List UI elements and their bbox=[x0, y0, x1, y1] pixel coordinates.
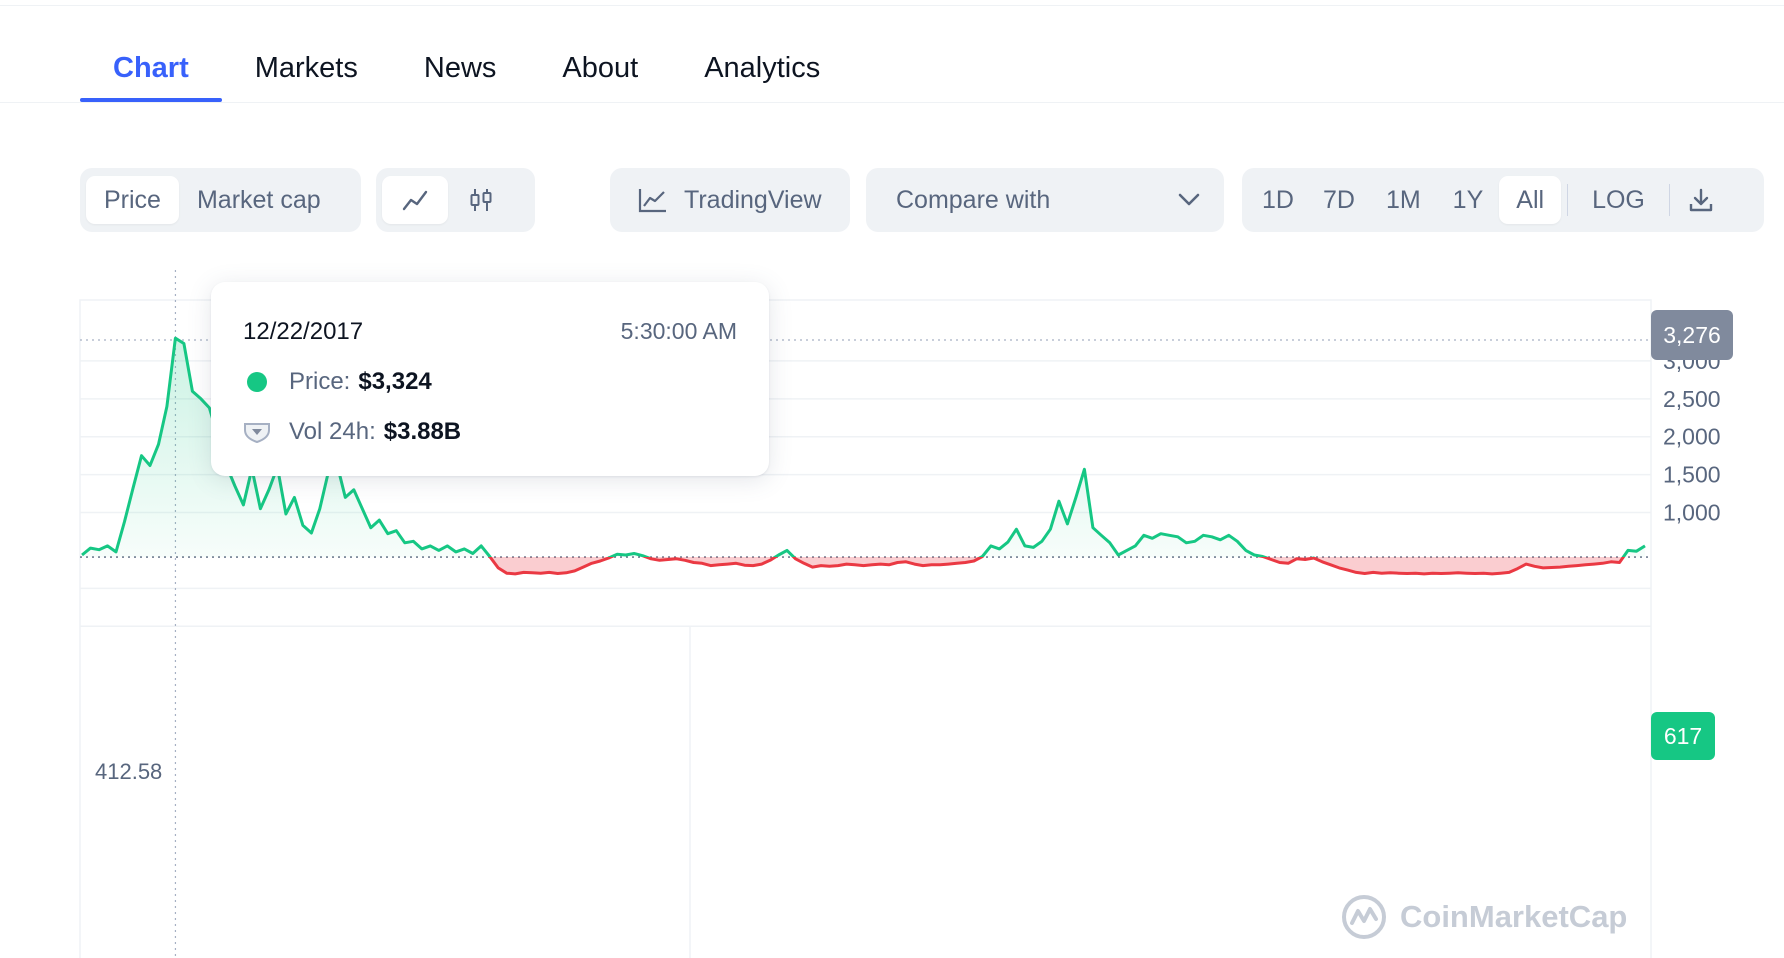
price-line-below bbox=[488, 557, 1626, 576]
compare-with-select[interactable]: Compare with bbox=[866, 168, 1224, 232]
compare-with-label: Compare with bbox=[896, 185, 1051, 214]
y-tick-label: 2,500 bbox=[1663, 386, 1721, 412]
range-1m-button[interactable]: 1M bbox=[1385, 185, 1421, 214]
tab-chart[interactable]: Chart bbox=[80, 48, 222, 102]
tabs-divider bbox=[0, 102, 1784, 103]
range-1y-button[interactable]: 1Y bbox=[1452, 185, 1484, 214]
log-scale-button[interactable]: LOG bbox=[1592, 185, 1645, 214]
range-selector: 1D 7D 1M 1Y All LOG bbox=[1242, 168, 1764, 232]
top-divider bbox=[0, 0, 1784, 6]
tradingview-chart-icon bbox=[638, 189, 666, 213]
range-1d-button[interactable]: 1D bbox=[1262, 185, 1294, 214]
tab-analytics[interactable]: Analytics bbox=[704, 52, 821, 84]
price-toggle-button[interactable]: Price bbox=[86, 176, 179, 224]
range-divider bbox=[1567, 184, 1569, 216]
volume-icon bbox=[244, 423, 270, 444]
tooltip-price-label: Price: bbox=[289, 368, 351, 395]
current-price-badge: 617 bbox=[1651, 712, 1715, 760]
tab-news[interactable]: News bbox=[423, 52, 497, 84]
tooltip-volume-label: Vol 24h: bbox=[289, 418, 376, 445]
price-area-below bbox=[490, 557, 1624, 574]
range-all-button[interactable]: All bbox=[1499, 176, 1562, 224]
y-tick-label: 1,000 bbox=[1663, 500, 1721, 526]
metric-toggle: Price Market cap bbox=[80, 168, 361, 232]
tooltip-price-value: $3,324 bbox=[358, 368, 432, 395]
price-line-above bbox=[81, 336, 1646, 558]
market-cap-toggle-button[interactable]: Market cap bbox=[196, 185, 321, 214]
tooltip-time: 5:30:00 AM bbox=[620, 318, 737, 344]
high-price-badge: 3,276 bbox=[1651, 310, 1733, 360]
watermark-text: CoinMarketCap bbox=[1400, 899, 1628, 934]
tooltip-volume-value: $3.88B bbox=[383, 418, 462, 445]
y-tick-label: 2,000 bbox=[1663, 424, 1721, 450]
chart-style-toggle bbox=[376, 168, 535, 232]
download-button[interactable] bbox=[1676, 176, 1726, 224]
tab-about[interactable]: About bbox=[562, 52, 639, 84]
y-tick-label: 1,500 bbox=[1663, 462, 1721, 488]
coinmarketcap-watermark: CoinMarketCap bbox=[1340, 893, 1627, 941]
line-chart-button[interactable] bbox=[382, 176, 448, 224]
coinmarketcap-logo-icon bbox=[1342, 895, 1386, 939]
tradingview-button[interactable]: TradingView bbox=[610, 168, 850, 232]
candlestick-button[interactable] bbox=[448, 176, 514, 224]
price-area-above bbox=[82, 338, 1645, 558]
range-7d-button[interactable]: 7D bbox=[1322, 185, 1355, 214]
tab-markets[interactable]: Markets bbox=[254, 52, 358, 84]
price-dot-icon bbox=[247, 372, 267, 392]
tooltip-date: 12/22/2017 bbox=[243, 318, 364, 345]
start-price-label: 412.58 bbox=[92, 758, 166, 786]
candlestick-icon bbox=[470, 189, 492, 211]
tradingview-label: TradingView bbox=[684, 185, 822, 214]
chart-tooltip: 12/22/2017 5:30:00 AM Price: $3,324 Vol … bbox=[211, 282, 769, 476]
chart-frame bbox=[79, 299, 1652, 958]
chevron-down-icon bbox=[1178, 193, 1200, 206]
download-icon bbox=[1689, 188, 1713, 212]
line-chart-icon bbox=[402, 190, 428, 211]
tab-bar: Chart Markets News About Analytics bbox=[80, 48, 853, 102]
download-divider bbox=[1668, 184, 1670, 216]
